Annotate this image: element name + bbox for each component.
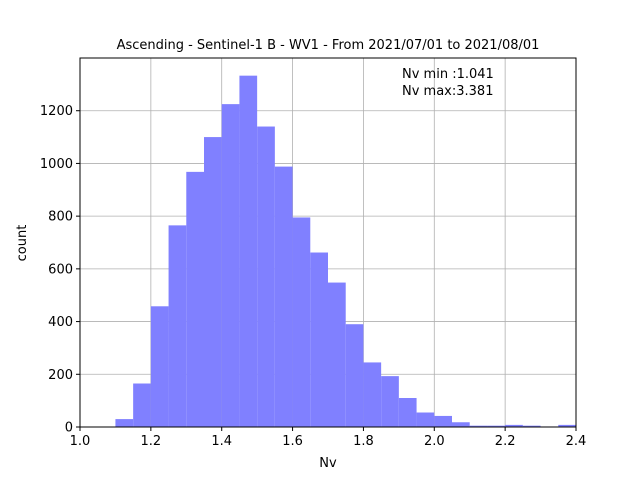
- histogram-bar-9: [274, 166, 293, 427]
- x-axis-ticks: 1.0 1.2 1.4 1.6 1.8 2.0 2.2 2.4: [70, 427, 587, 449]
- histogram-bar-17: [416, 412, 435, 427]
- histogram-bar-25: [558, 424, 576, 427]
- histogram-bar-19: [452, 422, 470, 427]
- histogram-bar-13: [345, 324, 364, 427]
- x-axis-label: Nv: [319, 456, 337, 471]
- histogram-bar-10: [292, 217, 311, 427]
- histogram-bar-5: [204, 137, 222, 428]
- histogram-bar-4: [186, 171, 204, 427]
- histogram-bar-2: [150, 306, 169, 427]
- histogram-bar-14: [363, 362, 382, 427]
- histogram-bar-11: [310, 252, 328, 427]
- histogram-bar-12: [328, 282, 346, 427]
- x-tick-label-6: 2.2: [495, 434, 516, 449]
- histogram-bar-7: [239, 75, 258, 427]
- histogram-bar-21: [487, 425, 506, 427]
- x-tick-label-3: 1.6: [282, 434, 303, 449]
- y-axis-ticks: 0 200 400 600 800 1000 1200: [40, 104, 80, 436]
- y-tick-label-1: 200: [48, 368, 73, 383]
- y-tick-label-0: 0: [65, 421, 73, 436]
- histogram-bar-6: [221, 104, 240, 427]
- bars-layer: [115, 75, 576, 428]
- histogram-bar-1: [133, 383, 151, 427]
- annotation-nv-min: Nv min :1.041: [402, 67, 494, 82]
- annotation-nv-max: Nv max:3.381: [402, 84, 493, 99]
- histogram-bar-18: [434, 415, 452, 427]
- y-tick-label-3: 600: [48, 262, 73, 277]
- x-tick-label-0: 1.0: [70, 434, 91, 449]
- x-tick-label-2: 1.4: [211, 434, 232, 449]
- axis-frame: [79, 57, 577, 428]
- x-tick-label-4: 1.8: [353, 434, 374, 449]
- x-tick-label-7: 2.4: [566, 434, 587, 449]
- x-tick-label-5: 2.0: [424, 434, 445, 449]
- histogram-bar-8: [257, 126, 275, 428]
- histogram-bar-22: [505, 424, 523, 427]
- y-tick-label-5: 1000: [40, 157, 73, 172]
- histogram-bar-15: [381, 376, 399, 427]
- histogram-bar-16: [398, 398, 417, 427]
- histogram-bar-20: [469, 425, 488, 427]
- histogram-bar-23: [522, 425, 541, 427]
- y-tick-label-6: 1200: [40, 104, 73, 119]
- histogram-bar-3: [168, 225, 187, 427]
- x-tick-label-1: 1.2: [141, 434, 162, 449]
- chart-title: Ascending - Sentinel-1 B - WV1 - From 20…: [117, 38, 540, 53]
- y-axis-label: count: [15, 225, 30, 262]
- y-tick-label-4: 800: [48, 210, 73, 225]
- histogram-bar-0: [115, 419, 134, 427]
- y-tick-label-2: 400: [48, 315, 73, 330]
